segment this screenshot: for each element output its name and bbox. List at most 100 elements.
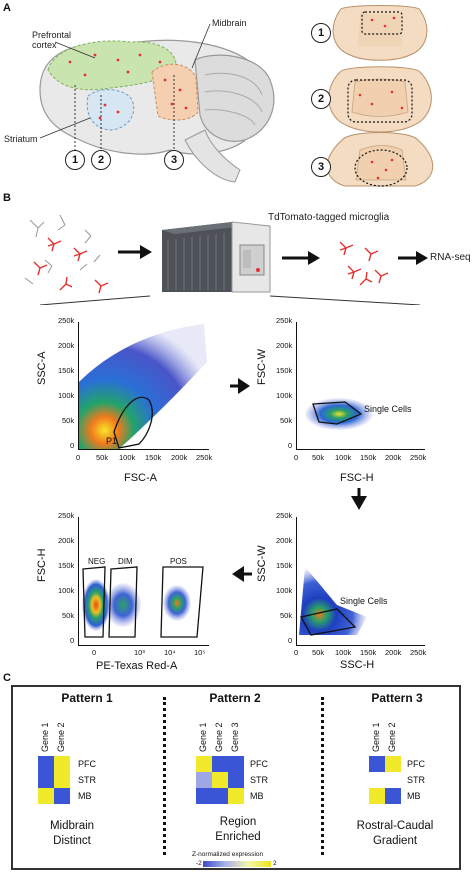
- p3-xtick: 100k: [335, 648, 352, 657]
- p2-ytick: 250k: [276, 316, 293, 325]
- heatmap-cell: [196, 772, 212, 788]
- gene-label: Gene 2: [56, 722, 66, 752]
- p3-gate-label: Single Cells: [340, 596, 388, 606]
- coronal-section-2-label: 2: [311, 89, 331, 109]
- colorbar-max: 2: [273, 860, 277, 867]
- p4-ytick: 50k: [62, 611, 75, 620]
- p3-ytick: 150k: [276, 561, 293, 570]
- heatmap-cell: [385, 772, 401, 788]
- colorbar-min: -2: [196, 860, 202, 867]
- separator: [163, 697, 166, 855]
- p3-xtick: 200k: [385, 648, 402, 657]
- gene-label: Gene 2: [214, 722, 224, 752]
- heatmap-cell: [54, 756, 70, 772]
- p4-ytick: 200k: [58, 536, 75, 545]
- p2-gate-label: Single Cells: [364, 404, 412, 414]
- p2-xtick: 100k: [335, 453, 352, 462]
- gene-label: Gene 2: [387, 722, 397, 752]
- p3-ytick: 0: [288, 636, 293, 645]
- p4-xtick: 0: [92, 648, 97, 657]
- p2-xtick: 150k: [360, 453, 377, 462]
- sagittal-cut-2: 2: [91, 150, 111, 170]
- heatmap-cell: [38, 756, 54, 772]
- p1-gate-label: P1: [106, 436, 118, 446]
- p2-xtick: 200k: [385, 453, 402, 462]
- p1-xtick: 0: [76, 453, 81, 462]
- p4-ytick: 0: [70, 636, 75, 645]
- p1-xtick: 100k: [119, 453, 136, 462]
- pattern-title: Pattern 3: [371, 691, 423, 705]
- p2-xtick: 0: [294, 453, 299, 462]
- arrow-right-icon: [230, 378, 250, 394]
- midbrain-label: Midbrain: [212, 18, 247, 28]
- prefrontal-cortex-label: Prefrontal cortex: [32, 30, 72, 50]
- heatmap-cell: [54, 772, 70, 788]
- striatum-label: Striatum: [4, 134, 38, 144]
- p2-ytick: 200k: [276, 341, 293, 350]
- panel-letter-c: C: [3, 672, 11, 684]
- row-label: PFC: [407, 759, 425, 769]
- rnaseq-label: RNA-seq: [430, 252, 471, 263]
- p1-ytick: 50k: [62, 416, 75, 425]
- heatmap-cell: [369, 756, 385, 772]
- p3-ylabel: SSC-W: [256, 545, 268, 582]
- panel-letter-a: A: [3, 2, 11, 14]
- heatmap-cell: [196, 756, 212, 772]
- p1-ytick: 250k: [58, 316, 75, 325]
- row-label: MB: [78, 791, 92, 801]
- p4-xtick: 10⁴: [164, 648, 176, 657]
- microglia-label: TdTomato-tagged microglia: [268, 212, 390, 223]
- heatmap-cell: [369, 772, 385, 788]
- pattern-desc-line: Region: [219, 816, 257, 828]
- panel-letter-b: B: [3, 192, 11, 204]
- heatmap-cell: [385, 756, 401, 772]
- p1-xtick: 50k: [96, 453, 109, 462]
- arrow-down-icon: [351, 488, 367, 510]
- p2-ytick: 50k: [280, 416, 293, 425]
- colorbar-title: Z-normalized expression: [192, 851, 264, 858]
- p3-ytick: 250k: [276, 511, 293, 520]
- p4-ytick: 150k: [58, 561, 75, 570]
- p1-xtick: 200k: [171, 453, 188, 462]
- heatmap-cell: [54, 788, 70, 804]
- heatmap-cell: [228, 772, 244, 788]
- heatmap-cell: [196, 788, 212, 804]
- row-label: MB: [250, 791, 264, 801]
- p3-xlabel: SSC-H: [340, 659, 375, 671]
- p1-xtick: 250k: [196, 453, 213, 462]
- row-label: STR: [250, 775, 268, 785]
- coronal-section-1-label: 1: [311, 23, 331, 43]
- separator: [321, 697, 324, 855]
- coronal-section-3-label: 3: [311, 157, 331, 177]
- heatmap-cell: [385, 788, 401, 804]
- pattern-desc-line: Rostral-Caudal: [356, 820, 434, 832]
- p2-xtick: 250k: [410, 453, 427, 462]
- p2-xtick: 50k: [312, 453, 325, 462]
- arrow-left-icon: [232, 566, 252, 582]
- p4-scatter: [82, 566, 204, 638]
- p1-scatter: [79, 324, 207, 449]
- colorbar-gradient: [203, 861, 271, 867]
- p4-ytick: 250k: [58, 511, 75, 520]
- row-label: PFC: [250, 759, 268, 769]
- heatmap-cell: [212, 772, 228, 788]
- p1-ytick: 150k: [58, 366, 75, 375]
- gene-label: Gene 1: [198, 722, 208, 752]
- sorting-workflow-illustration: [24, 214, 428, 305]
- p1-xtick: 150k: [145, 453, 162, 462]
- pattern-desc-line: Midbrain: [49, 820, 95, 832]
- p3-xtick: 150k: [360, 648, 377, 657]
- pattern-title: Pattern 1: [61, 691, 113, 705]
- sagittal-brain-illustration: [39, 5, 434, 187]
- gene-label: Gene 3: [230, 722, 240, 752]
- gene-label: Gene 1: [371, 722, 381, 752]
- row-label: STR: [407, 775, 425, 785]
- p4-gate-pos: POS: [170, 557, 187, 566]
- p2-ytick: 100k: [276, 391, 293, 400]
- pattern-title: Pattern 2: [209, 691, 261, 705]
- p2-ylabel: FSC-W: [256, 348, 268, 385]
- heatmap-cell: [228, 756, 244, 772]
- heatmap-cell: [228, 788, 244, 804]
- heatmap-cell: [212, 756, 228, 772]
- p2-scatter: [305, 398, 373, 430]
